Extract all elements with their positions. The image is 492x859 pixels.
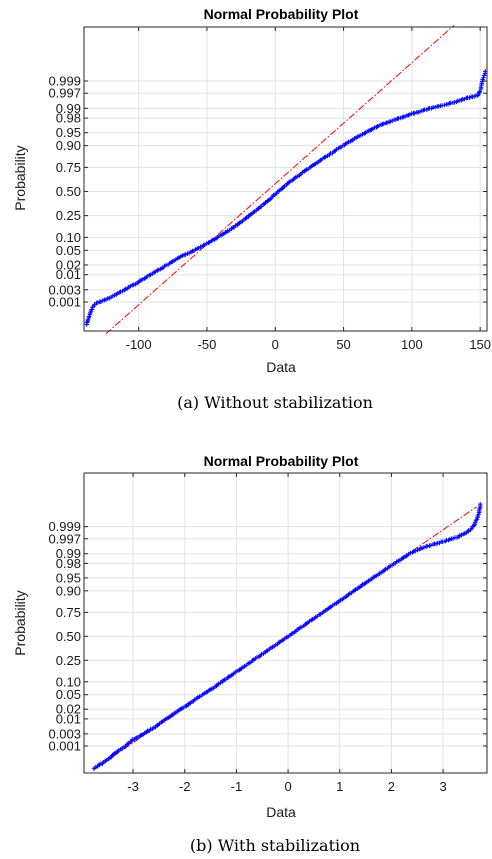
y-tick-label: 0.997 — [48, 531, 81, 546]
figure-caption: (a) Without stabilization — [177, 393, 373, 412]
y-tick-label: 0.001 — [48, 739, 81, 754]
reference-line-segment — [105, 24, 455, 335]
y-tick-label: 0.01 — [56, 711, 81, 726]
chart-title: Normal Probability Plot — [204, 453, 359, 469]
x-tick-label: 50 — [336, 337, 350, 352]
x-axis-ticks: -3 -2 -1 0 1 2 3 — [127, 473, 447, 794]
data-point — [352, 588, 357, 593]
x-axis-label: Data — [266, 804, 296, 820]
y-tick-label: 0.99 — [56, 101, 81, 116]
y-tick-label: 0.50 — [56, 629, 81, 644]
probability-plot-b: Normal Probability Plot -3 -2 -1 0 1 2 3 0.001… — [12, 453, 488, 855]
y-tick-label: 0.997 — [48, 86, 81, 101]
data-point — [477, 89, 483, 94]
y-tick-label: 0.75 — [56, 605, 81, 620]
data-point — [97, 762, 102, 768]
data-point — [481, 75, 486, 81]
x-tick-label: 0 — [284, 779, 291, 794]
y-tick-label: 0.003 — [48, 726, 81, 741]
data-point — [255, 206, 261, 212]
x-tick-label: -50 — [198, 337, 217, 352]
reference-line — [105, 24, 455, 335]
data-point — [134, 734, 140, 740]
y-tick-label: 0.95 — [56, 570, 81, 585]
probability-plot-a: Normal Probability Plot -100 -50 0 50 100 150… — [12, 6, 491, 412]
x-axis-ticks: -100 -50 0 50 100 150 — [126, 27, 491, 352]
data-point — [381, 121, 387, 127]
x-tick-label: -1 — [231, 779, 243, 794]
y-tick-label: 0.05 — [56, 687, 81, 702]
figure-caption: (b) With stabilization — [190, 836, 360, 855]
y-tick-label: 0.05 — [56, 243, 81, 258]
data-point — [183, 252, 188, 257]
data-point — [118, 289, 123, 295]
y-tick-label: 0.999 — [48, 519, 81, 534]
y-tick-label: 0.25 — [56, 208, 81, 223]
data-point — [155, 268, 160, 273]
data-point — [465, 529, 471, 534]
data-point — [309, 617, 314, 623]
x-tick-label: 2 — [388, 779, 395, 794]
data-point — [477, 501, 483, 507]
y-tick-label: 0.90 — [56, 583, 81, 598]
data-point — [408, 550, 413, 556]
data-point — [110, 753, 115, 758]
y-tick-label: 0.95 — [56, 125, 81, 140]
y-tick-label: 0.003 — [48, 282, 81, 297]
x-tick-label: 0 — [272, 337, 279, 352]
grid — [84, 473, 487, 773]
data-point — [327, 605, 333, 610]
x-tick-label: -100 — [126, 337, 152, 352]
y-tick-label: 0.10 — [56, 674, 81, 689]
data-point — [159, 719, 164, 725]
data-point — [89, 307, 95, 312]
data-point — [225, 675, 231, 680]
x-tick-label: 3 — [439, 779, 446, 794]
data-point — [243, 216, 248, 221]
x-tick-label: 1 — [336, 779, 343, 794]
axes-box — [83, 26, 488, 332]
y-axis-label: Probability — [12, 590, 28, 655]
data-point — [424, 543, 430, 549]
y-tick-label: 0.01 — [56, 267, 81, 282]
y-tick-label: 0.90 — [56, 138, 81, 153]
x-tick-label: -2 — [179, 779, 191, 794]
y-tick-label: 0.50 — [56, 184, 81, 199]
y-tick-label: 0.02 — [56, 702, 81, 717]
data-point — [466, 528, 471, 534]
x-tick-label: -3 — [127, 779, 139, 794]
data-series — [91, 501, 483, 771]
x-tick-label: 150 — [469, 337, 491, 352]
y-axis-label: Probability — [12, 145, 28, 210]
y-tick-label: 0.98 — [56, 111, 81, 126]
data-point — [403, 553, 409, 559]
data-point — [412, 548, 418, 554]
y-tick-label: 0.99 — [56, 546, 81, 561]
y-tick-label: 0.98 — [56, 556, 81, 571]
y-tick-label: 0.02 — [56, 257, 81, 272]
axes-box — [83, 472, 488, 774]
grid — [84, 27, 487, 331]
x-tick-label: 100 — [401, 337, 423, 352]
data-point — [343, 594, 349, 600]
chart-title: Normal Probability Plot — [204, 6, 359, 22]
data-point — [376, 123, 382, 128]
x-axis-label: Data — [266, 359, 296, 375]
data-series — [84, 69, 488, 327]
y-tick-label: 0.001 — [48, 295, 81, 310]
y-tick-label: 0.75 — [56, 160, 81, 175]
data-point — [287, 178, 293, 184]
y-tick-label: 0.25 — [56, 653, 81, 668]
data-point — [86, 314, 92, 319]
data-point — [432, 104, 438, 110]
y-tick-label: 0.999 — [48, 73, 81, 88]
y-tick-label: 0.10 — [56, 230, 81, 245]
data-point — [400, 555, 406, 561]
